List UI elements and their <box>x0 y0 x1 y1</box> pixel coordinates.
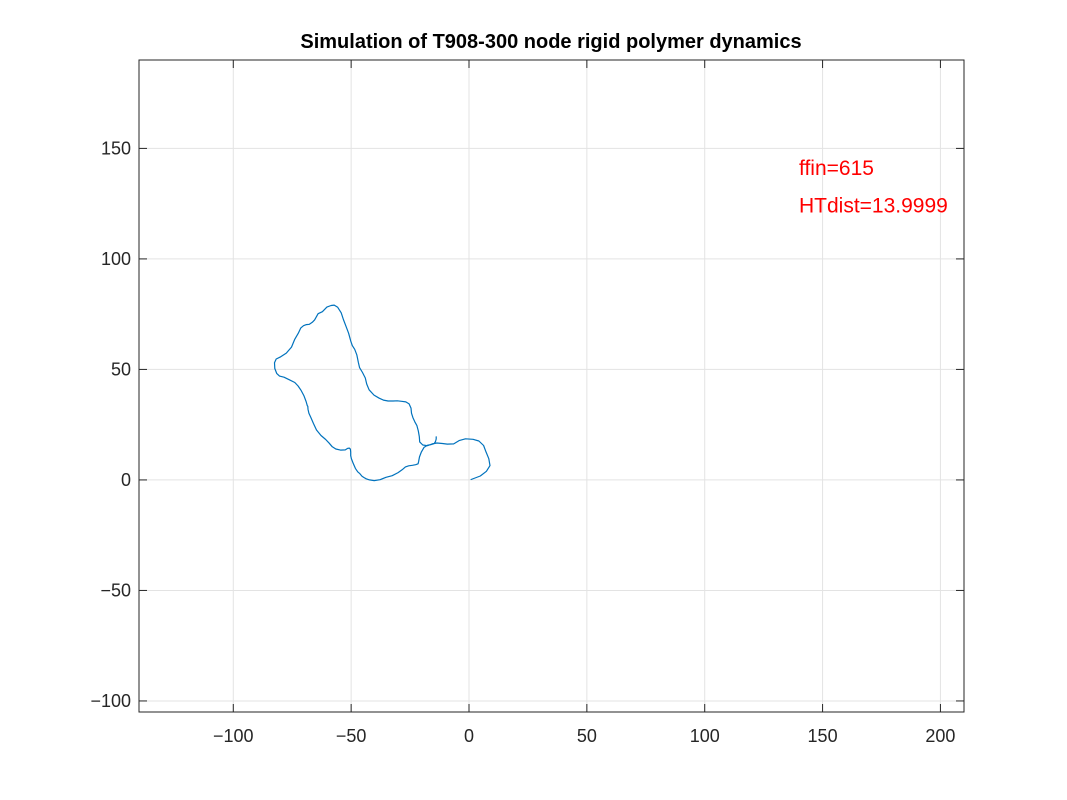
y-tick-label: 0 <box>121 470 131 490</box>
y-tick-label: −100 <box>90 691 131 711</box>
x-tick-label: 50 <box>577 726 597 746</box>
y-tick-label: 50 <box>111 359 131 379</box>
ffin-annotation: ffin=615 <box>799 157 874 180</box>
x-tick-label: 200 <box>925 726 955 746</box>
x-tick-label: 0 <box>464 726 474 746</box>
grid <box>139 60 964 712</box>
x-tick-label: −100 <box>213 726 254 746</box>
x-tick-label: −50 <box>336 726 367 746</box>
axes <box>138 59 965 713</box>
htdist-annotation: HTdist=13.9999 <box>799 195 948 218</box>
polymer-path <box>273 304 491 482</box>
chart-title: Simulation of T908-300 node rigid polyme… <box>300 31 801 53</box>
y-tick-label: 150 <box>101 138 131 158</box>
series <box>273 304 491 482</box>
x-tick-label: 100 <box>690 726 720 746</box>
y-tick-label: 100 <box>101 249 131 269</box>
y-tick-label: −50 <box>100 580 131 600</box>
ticks: −100 −50 0 50 100 150 200 −100 −50 0 50 100 150 <box>90 60 964 746</box>
x-tick-label: 150 <box>808 726 838 746</box>
plot-box <box>138 59 965 713</box>
annotations: ffin=615 HTdist=13.9999 <box>799 157 948 218</box>
